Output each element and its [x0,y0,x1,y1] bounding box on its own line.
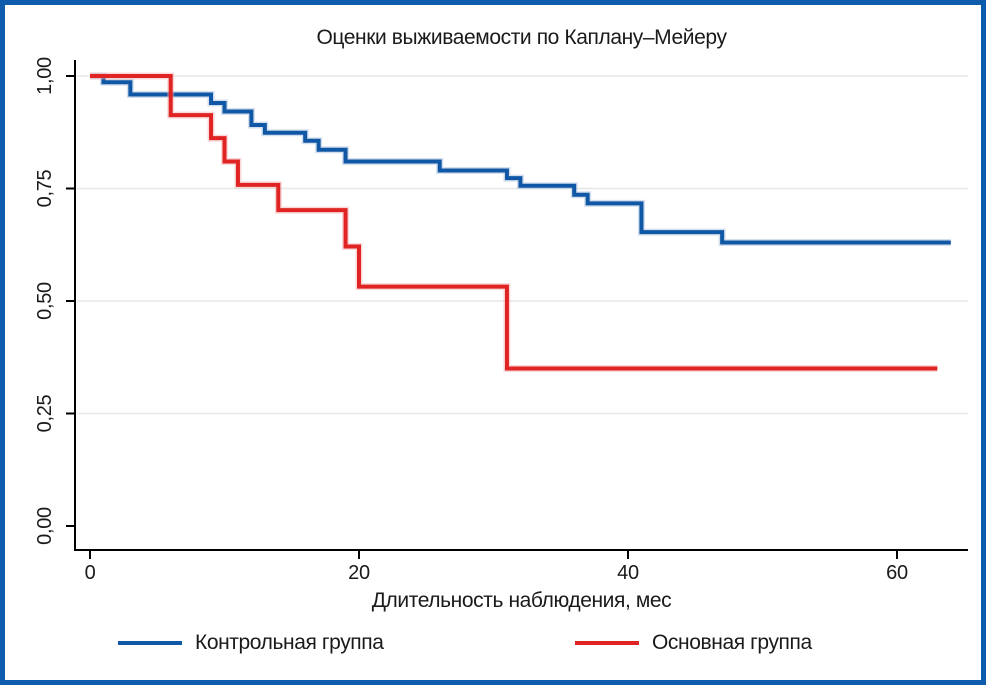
y-tick-label: 0,00 [34,507,56,545]
survival-curve-1 [90,74,938,371]
legend: Контрольная группа Основная группа [5,629,981,659]
legend-item-main-group: Основная группа [575,629,812,657]
legend-line-sample-main [575,641,639,645]
y-tick-label: 1,00 [34,57,56,95]
chart-title: Оценки выживаемости по Каплану–Мейеру [316,26,727,49]
survival-curve-halo-1 [90,72,938,372]
legend-label-main: Основная группа [652,631,812,654]
km-plot-svg: 0,00 0,25 0,50 0,75 1,00 0 20 40 60 [34,57,968,584]
x-tick-label: 0 [85,562,96,584]
y-tick-label: 0,50 [34,282,56,320]
survival-curve-0 [90,74,951,245]
x-tick-label: 20 [348,562,370,584]
y-tick-label: 0,75 [34,169,56,207]
legend-label-control: Контрольная группа [195,631,384,654]
x-tick-label: 60 [886,562,908,584]
survival-curve-halo-0 [90,72,951,246]
legend-line-sample-control [118,641,182,645]
y-tick-label: 0,25 [34,394,56,432]
x-axis-label: Длительность наблюдения, мес [371,589,672,612]
x-tick-label: 40 [617,562,639,584]
legend-item-control-group: Контрольная группа [118,629,384,657]
